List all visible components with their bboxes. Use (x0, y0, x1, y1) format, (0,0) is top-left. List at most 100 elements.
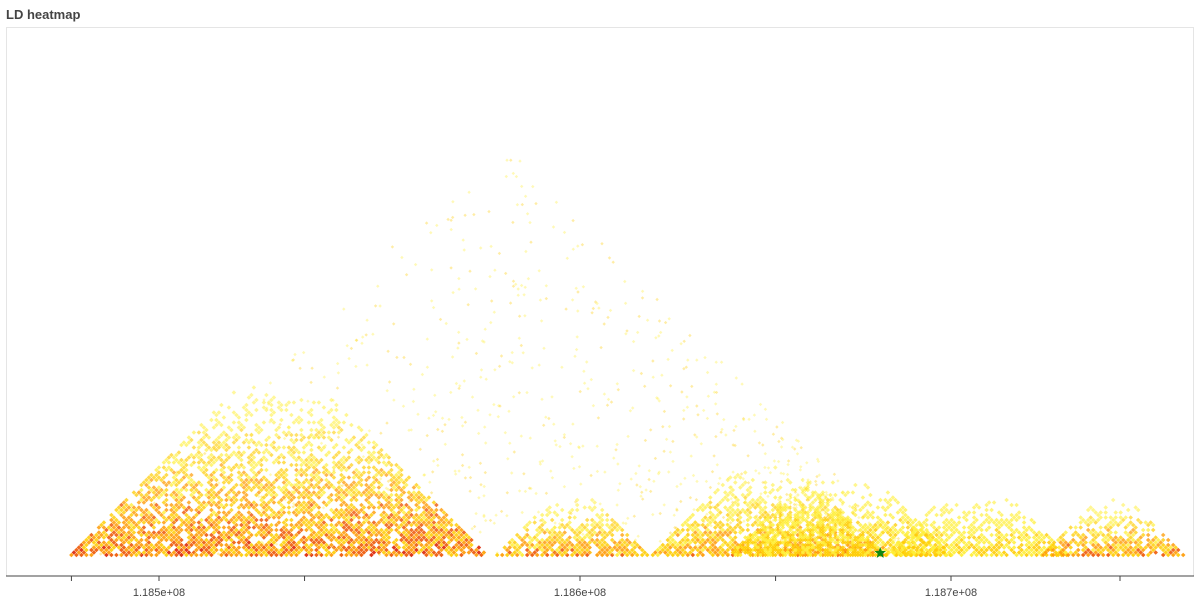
ld-cell (391, 485, 397, 490)
ld-cell (618, 482, 622, 486)
ld-cell (443, 442, 447, 446)
ld-cell (334, 452, 339, 458)
ld-cell (416, 505, 422, 510)
ld-cell (431, 515, 437, 520)
ld-cell (615, 503, 619, 507)
ld-cell (341, 455, 347, 460)
ld-cell (374, 532, 379, 538)
ld-cell (394, 512, 399, 518)
ld-cell (482, 484, 486, 489)
ld-cell (1103, 500, 1108, 505)
ld-cell (334, 527, 339, 533)
ld-cell (221, 415, 227, 420)
ld-cell (456, 540, 462, 545)
ld-cell (286, 430, 292, 435)
ld-cell (431, 550, 437, 555)
ld-cell (659, 330, 663, 335)
ld-cell (595, 444, 599, 448)
ld-cell (310, 366, 314, 370)
ld-cell (1009, 507, 1014, 513)
ld-cell (1118, 510, 1123, 515)
ld-cell (331, 455, 337, 460)
ld-cell (329, 552, 334, 558)
ld-cell (269, 367, 274, 373)
ld-cell (374, 537, 379, 543)
ld-cell (254, 532, 259, 538)
ld-cell (284, 542, 289, 548)
ld-cell (476, 408, 480, 412)
ld-cell (329, 507, 334, 513)
ld-cell (306, 400, 312, 405)
ld-cell (296, 505, 302, 510)
ld-cell (424, 542, 429, 548)
ld-cell (576, 309, 580, 313)
ld-cell (309, 527, 314, 533)
ld-cell (316, 390, 322, 395)
ld-cell (326, 430, 332, 435)
ld-cell (379, 512, 384, 518)
ld-cell (281, 505, 287, 510)
ld-cell (536, 510, 541, 514)
ld-cell (451, 545, 457, 550)
ld-cell (506, 457, 510, 461)
ld-cell (291, 490, 297, 495)
ld-cell (409, 522, 414, 528)
ld-cell (414, 512, 419, 518)
ld-cell (311, 460, 317, 465)
ld-cell (404, 502, 409, 508)
ld-cell (286, 500, 292, 505)
ld-cell (266, 490, 272, 495)
ld-cell (294, 507, 299, 513)
ld-cell (296, 545, 302, 550)
ld-cell (426, 545, 432, 550)
ld-cell (592, 505, 597, 510)
ld-cell (299, 392, 304, 398)
ld-cell (386, 460, 392, 465)
ld-cell (291, 550, 297, 555)
ld-cell (504, 552, 510, 558)
ld-cell (431, 500, 437, 505)
ld-cell (401, 480, 407, 485)
ld-cell (344, 437, 349, 443)
ld-cell (507, 545, 512, 550)
ld-cell (264, 412, 269, 418)
ld-cell (371, 505, 377, 510)
ld-cell (339, 537, 344, 543)
ld-cell (439, 537, 444, 543)
ld-cell (349, 547, 354, 553)
chart-title: LD heatmap (6, 7, 81, 22)
ld-cell (584, 517, 590, 523)
ld-cell (453, 469, 457, 473)
ld-cell (394, 492, 399, 498)
ld-cell (461, 238, 465, 242)
ld-cell (371, 440, 377, 445)
ld-cell (331, 515, 337, 520)
ld-cell (354, 507, 359, 513)
ld-cell (401, 404, 406, 408)
ld-cell (309, 502, 314, 508)
ld-cell (450, 355, 455, 359)
ld-cell (344, 522, 349, 528)
ld-cell (226, 420, 232, 425)
ld-cell (419, 492, 424, 498)
ld-cell (369, 522, 374, 528)
ld-cell (289, 437, 294, 443)
ld-cell (371, 490, 377, 495)
ld-cell (371, 520, 377, 525)
ld-cell (329, 497, 334, 503)
ld-cell (828, 492, 833, 498)
ld-cell (381, 545, 387, 550)
ld-cell (476, 545, 482, 550)
ld-cell (281, 485, 287, 490)
ld-cell (326, 550, 332, 555)
ld-cell (419, 522, 424, 528)
ld-cell (349, 502, 354, 508)
ld-cell (319, 542, 324, 548)
ld-cell (349, 422, 354, 428)
ld-cell (409, 537, 414, 543)
ld-cell (269, 497, 274, 503)
ld-cell (276, 500, 282, 505)
ld-cell (261, 510, 267, 515)
ld-cell (356, 520, 362, 525)
ld-cell (341, 525, 347, 530)
